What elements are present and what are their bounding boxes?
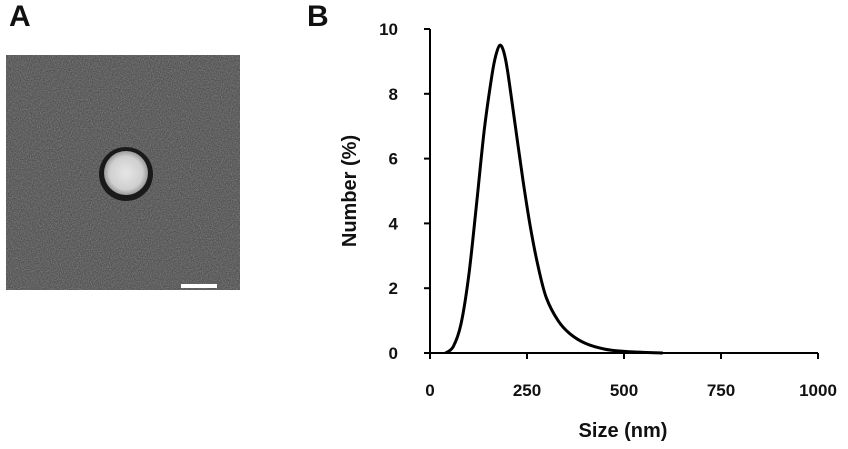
x-tick-label: 0 xyxy=(425,381,434,400)
y-tick-label: 4 xyxy=(389,214,399,233)
x-tick-label: 500 xyxy=(610,381,638,400)
x-axis-ticks: 0 250 500 750 1000 xyxy=(425,353,837,400)
y-tick-label: 2 xyxy=(389,279,398,298)
x-tick-label: 750 xyxy=(707,381,735,400)
y-tick-label: 0 xyxy=(389,344,398,363)
tem-micrograph xyxy=(6,55,240,290)
panel-label-b: B xyxy=(307,0,329,33)
vesicle-particle xyxy=(104,151,148,195)
y-axis-title: Number (%) xyxy=(339,135,361,247)
x-axis-title: Size (nm) xyxy=(579,420,668,442)
x-tick-label: 250 xyxy=(513,381,541,400)
panel-label-a: A xyxy=(9,0,31,33)
scale-bar xyxy=(181,284,217,288)
y-tick-label: 6 xyxy=(389,150,398,169)
size-distribution-chart: 0 2 4 6 8 10 0 250 500 750 1000 Size (nm) Number … xyxy=(339,20,837,442)
y-axis-ticks: 0 2 4 6 8 10 xyxy=(379,20,430,363)
x-tick-label: 1000 xyxy=(799,381,837,400)
y-tick-label: 10 xyxy=(379,20,398,39)
size-distribution-curve xyxy=(444,43,663,355)
y-tick-label: 8 xyxy=(389,85,398,104)
